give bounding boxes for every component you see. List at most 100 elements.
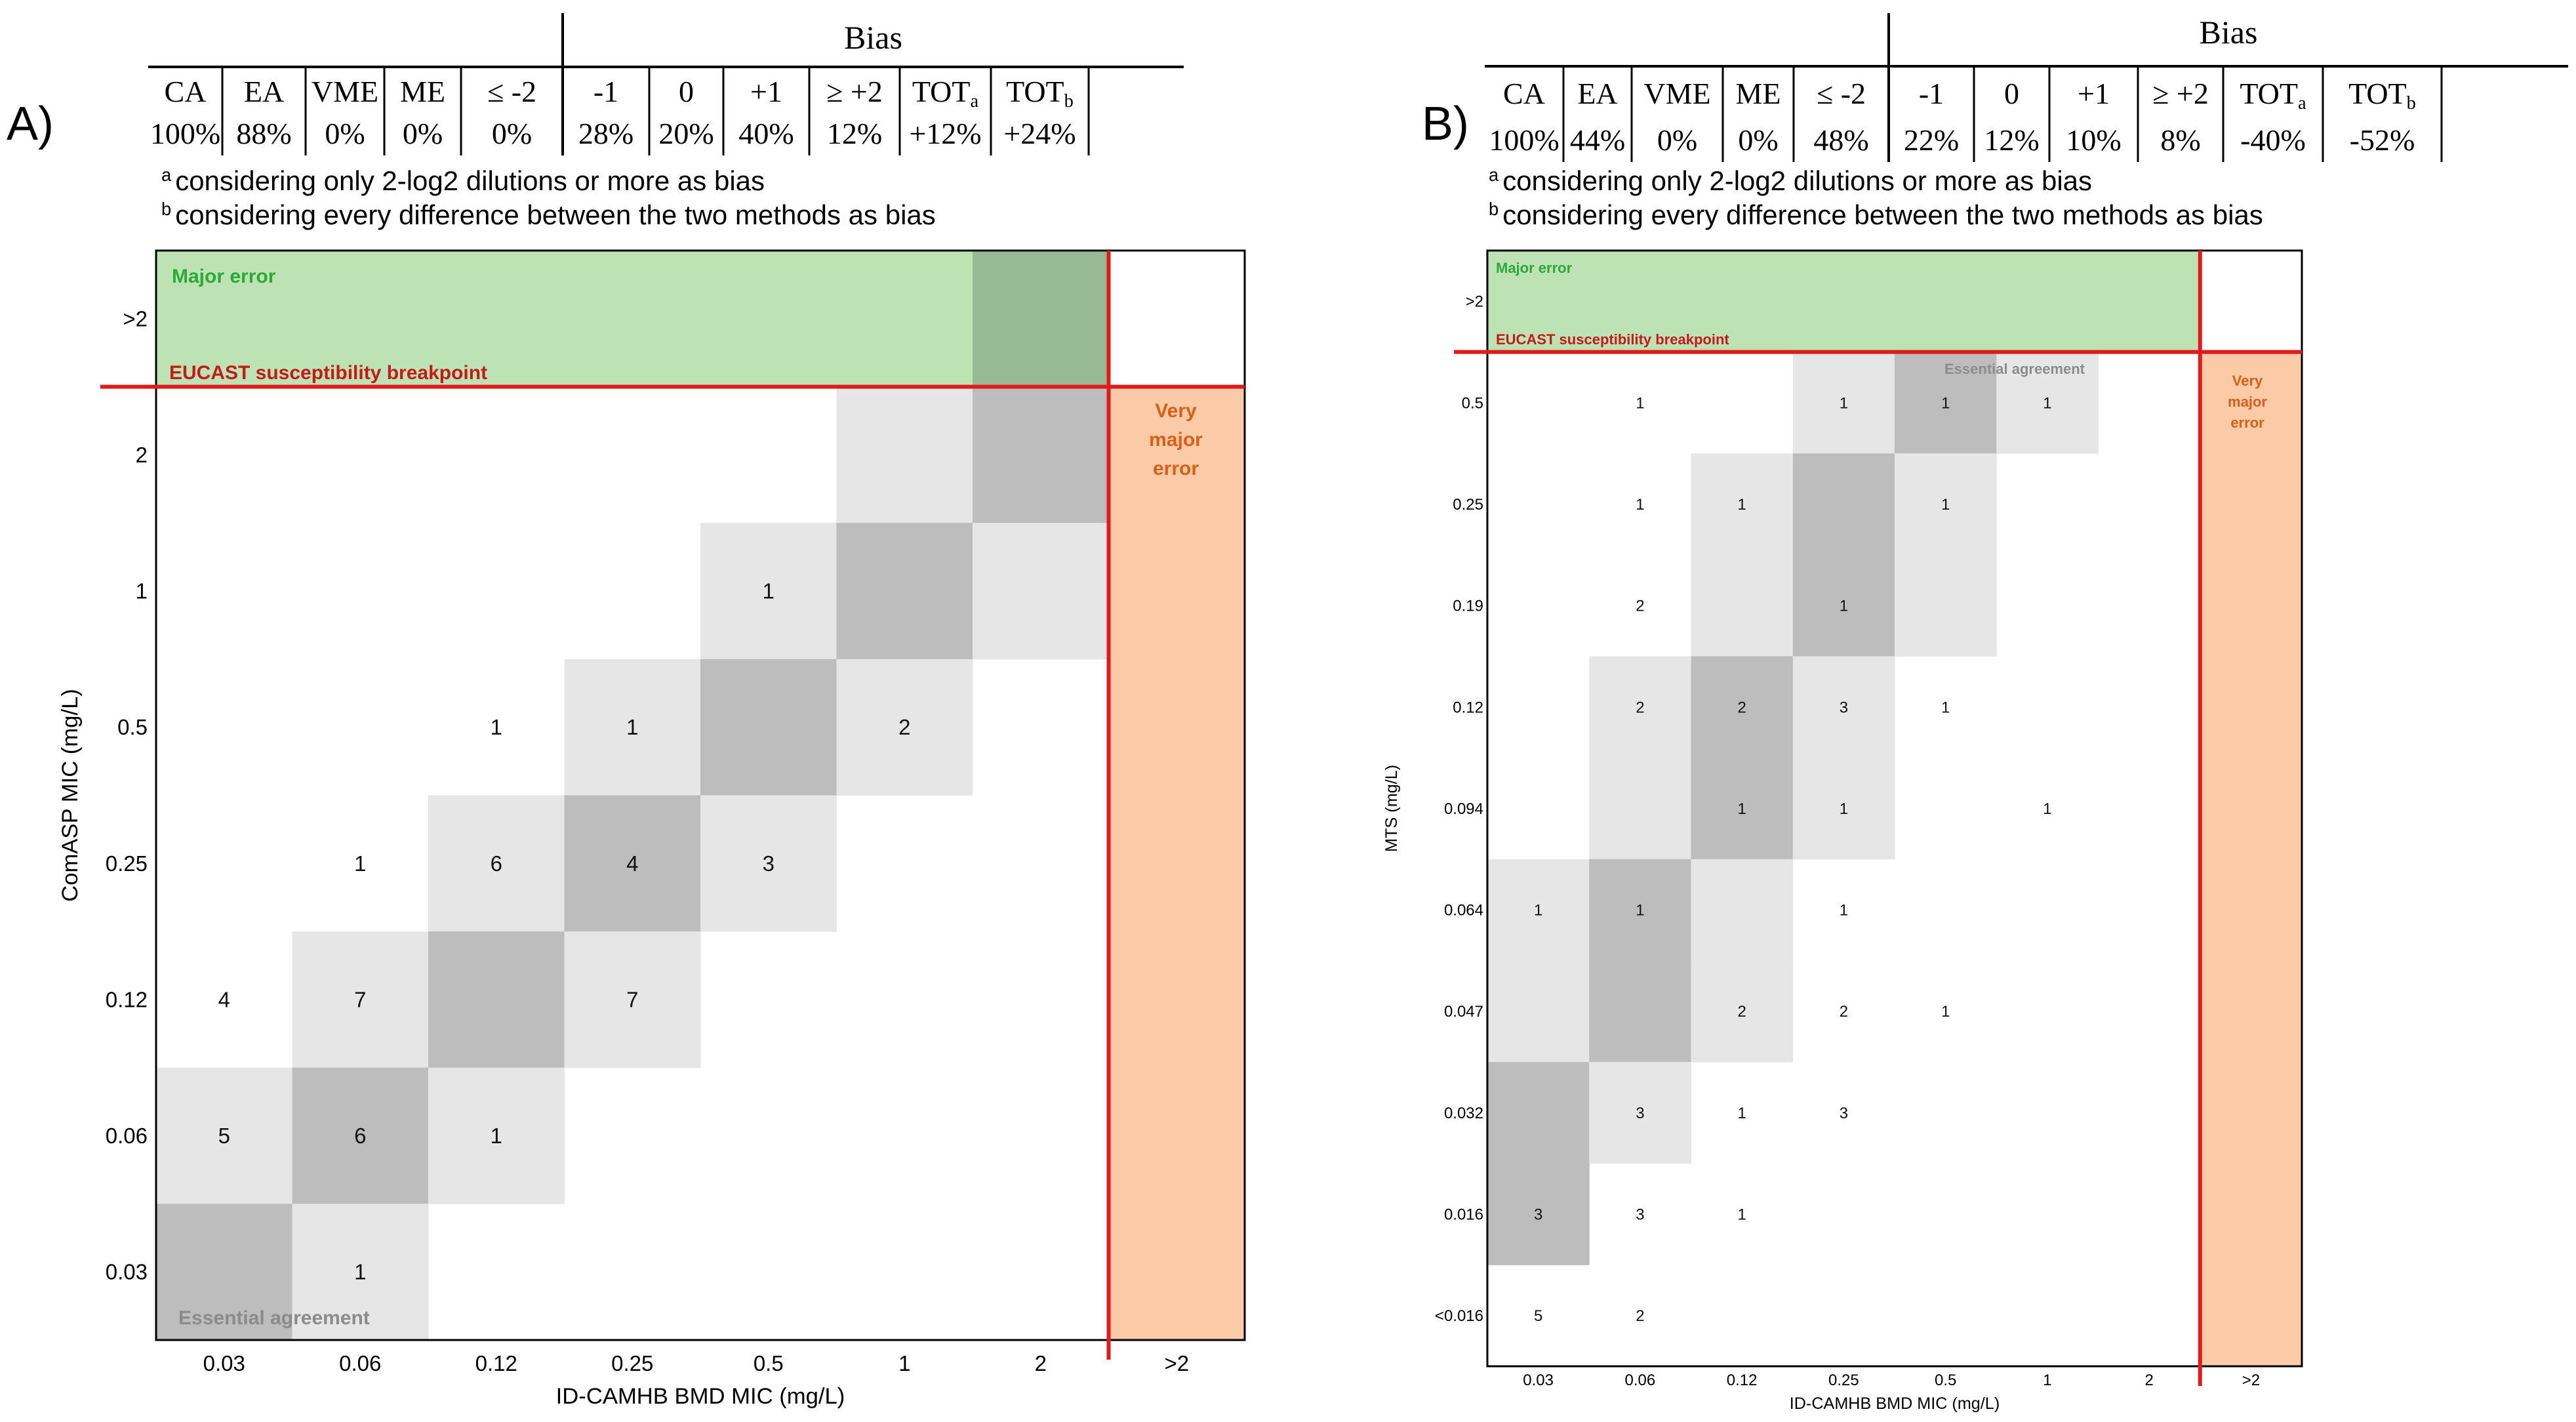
count-label: 5 bbox=[1534, 1307, 1542, 1325]
panel-b-header-8: ≥ +2 bbox=[2152, 77, 2209, 110]
panel-b-header-1: EA bbox=[1577, 77, 1617, 110]
panel-a-footnote-b: b considering every difference between th… bbox=[161, 199, 936, 230]
agreement-cell bbox=[1691, 656, 1794, 758]
count-label: 1 bbox=[354, 851, 366, 876]
agreement-cell bbox=[1996, 352, 2099, 454]
panel-a-value-3: 0% bbox=[403, 117, 443, 150]
agreement-cell bbox=[700, 795, 837, 932]
panel-a-value-9: +12% bbox=[909, 117, 981, 150]
count-label: 3 bbox=[1840, 699, 1848, 716]
agreement-cell bbox=[836, 386, 973, 523]
count-label: 1 bbox=[1840, 394, 1848, 412]
panel-a-very-major-error-label: Very bbox=[1155, 400, 1197, 422]
panel-b-x-tick: >2 bbox=[2242, 1371, 2260, 1389]
count-label: 1 bbox=[1941, 496, 1950, 514]
panel-a-value-10: +24% bbox=[1003, 117, 1076, 150]
agreement-cell bbox=[292, 931, 429, 1068]
count-label: 6 bbox=[354, 1124, 366, 1148]
count-label: 1 bbox=[1737, 800, 1746, 818]
agreement-cell bbox=[428, 1067, 565, 1204]
panel-a-counts: 4 1 7 1 6 1 4 7 1 3 2 5 6 1 1 bbox=[218, 579, 911, 1284]
agreement-cell bbox=[564, 659, 701, 796]
agreement-cell bbox=[1589, 1062, 1691, 1164]
agreement-cell bbox=[1487, 1062, 1590, 1164]
agreement-cell bbox=[700, 523, 837, 660]
panel-a-x-axis-label: ID-CAMHB BMD MIC (mg/L) bbox=[556, 1384, 845, 1409]
panel-a-x-tick: 0.25 bbox=[611, 1351, 653, 1375]
panel-b-value-9: -40% bbox=[2240, 123, 2306, 157]
agreement-cell bbox=[564, 795, 701, 932]
panel-b-header-4: ≤ -2 bbox=[1817, 77, 1866, 110]
agreement-cell bbox=[1792, 453, 1895, 556]
agreement-cell bbox=[973, 386, 1109, 523]
agreement-cell bbox=[1691, 758, 1794, 860]
count-label: 2 bbox=[898, 715, 910, 739]
count-label: 1 bbox=[626, 715, 638, 739]
panel-b-header-9: TOTa bbox=[2240, 77, 2306, 113]
agreement-cell bbox=[428, 931, 565, 1068]
count-label: 1 bbox=[1941, 699, 1950, 716]
panel-b-counts: 1 1 1 1 1 1 1 2 1 2 2 3 1 1 1 1 1 1 1 2 2 1 3 1 3 3 3 1 5 2 bbox=[1534, 394, 2052, 1325]
panel-a-value-1: 88% bbox=[236, 117, 291, 150]
agreement-cell bbox=[973, 523, 1109, 660]
panel-a-header-1: EA bbox=[244, 75, 284, 108]
panel-b-value-7: 10% bbox=[2066, 123, 2121, 157]
panel-b-header-0: CA bbox=[1503, 77, 1545, 110]
agreement-cell bbox=[1895, 554, 1997, 657]
panel-a-y-tick: 0.03 bbox=[106, 1260, 148, 1284]
panel-a-bias-header: Bias bbox=[844, 19, 902, 56]
panel-a-value-8: 12% bbox=[827, 117, 882, 150]
panel-b-value-5: 22% bbox=[1904, 123, 1959, 157]
agreement-cell bbox=[1691, 960, 1794, 1063]
panel-b-essential-agreement-label: Essential agreement bbox=[1944, 361, 2085, 377]
panel-b-very-major-error-zone bbox=[2200, 352, 2302, 1366]
panel-a-y-tick: 1 bbox=[136, 579, 148, 603]
count-label: 2 bbox=[1636, 598, 1644, 615]
panel-b-y-tick: 0.064 bbox=[1444, 902, 1483, 920]
panel-b-value-1: 44% bbox=[1570, 123, 1625, 157]
agreement-cell bbox=[700, 659, 837, 796]
count-label: 7 bbox=[626, 987, 638, 1011]
panel-b-header-10: TOTb bbox=[2348, 77, 2416, 113]
panel-b-label: B) bbox=[1422, 98, 1469, 150]
panel-a-header-4: ≤ -2 bbox=[487, 75, 536, 108]
panel-a-header-7: +1 bbox=[750, 75, 782, 108]
panel-b-header-2: VME bbox=[1643, 77, 1710, 110]
agreement-cell bbox=[836, 659, 973, 796]
panel-a-major-error-zone bbox=[156, 251, 1109, 387]
panel-a-x-tick: 0.03 bbox=[203, 1351, 245, 1375]
panel-b-y-axis-label: MTS (mg/L) bbox=[1382, 765, 1401, 852]
agreement-cell bbox=[1589, 656, 1691, 758]
panel-a-essential-agreement-label: Essential agreement bbox=[178, 1307, 370, 1329]
count-label: 3 bbox=[1840, 1105, 1848, 1122]
agreement-cell bbox=[1589, 960, 1691, 1063]
count-label: 1 bbox=[1737, 1105, 1746, 1122]
panel-b-x-axis-label: ID-CAMHB BMD MIC (mg/L) bbox=[1790, 1394, 2000, 1413]
count-label: 4 bbox=[626, 851, 638, 876]
panel-b-bias-header: Bias bbox=[2200, 14, 2258, 51]
agreement-cell bbox=[1792, 554, 1895, 657]
count-label: 1 bbox=[491, 715, 502, 739]
agreement-cell bbox=[292, 1204, 429, 1341]
count-label: 1 bbox=[1737, 1206, 1746, 1223]
panel-a-plot-frame bbox=[155, 249, 1246, 1341]
panel-b-value-0: 100% bbox=[1489, 123, 1559, 157]
agreement-cell bbox=[1691, 453, 1794, 556]
panel-b-header-3: ME bbox=[1736, 77, 1781, 110]
count-label: 3 bbox=[1636, 1206, 1644, 1223]
panel-b: B) Bias CA 100% EA 44% VME 0% ME 0% ≤ -2 48% -1 22% 0 1… bbox=[1382, 13, 2568, 1413]
panel-a-value-5: 28% bbox=[578, 117, 634, 150]
panel-a-breakpoint-label: EUCAST susceptibility breakpoint bbox=[169, 362, 487, 384]
agreement-cell bbox=[156, 1204, 292, 1341]
panel-b-value-2: 0% bbox=[1657, 123, 1697, 157]
panel-b-footnote-b: b considering every difference between th… bbox=[1489, 199, 2263, 230]
panel-a-x-tick: 1 bbox=[898, 1351, 910, 1375]
agreement-cell bbox=[1792, 656, 1895, 758]
count-label: 2 bbox=[1737, 1003, 1746, 1021]
panel-b-y-tick: 0.5 bbox=[1462, 394, 1483, 412]
panel-b-y-tick: 0.12 bbox=[1453, 699, 1483, 716]
panel-a-header-8: ≥ +2 bbox=[826, 75, 883, 108]
count-label: 7 bbox=[354, 987, 366, 1011]
